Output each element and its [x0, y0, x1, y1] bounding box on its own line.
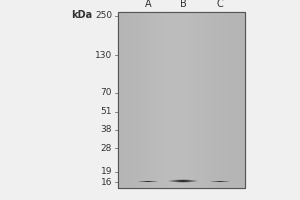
- Text: 70: 70: [100, 88, 112, 97]
- Bar: [118, 12, 245, 188]
- Bar: [118, 12, 245, 188]
- Text: 16: 16: [100, 178, 112, 187]
- Text: A: A: [145, 0, 151, 9]
- Text: 38: 38: [100, 125, 112, 134]
- Text: kDa: kDa: [71, 10, 92, 20]
- Text: B: B: [180, 0, 186, 9]
- Text: 250: 250: [95, 11, 112, 20]
- Text: 130: 130: [95, 51, 112, 60]
- Text: 51: 51: [100, 107, 112, 116]
- Text: C: C: [217, 0, 224, 9]
- Text: 28: 28: [100, 144, 112, 153]
- Text: 19: 19: [100, 167, 112, 176]
